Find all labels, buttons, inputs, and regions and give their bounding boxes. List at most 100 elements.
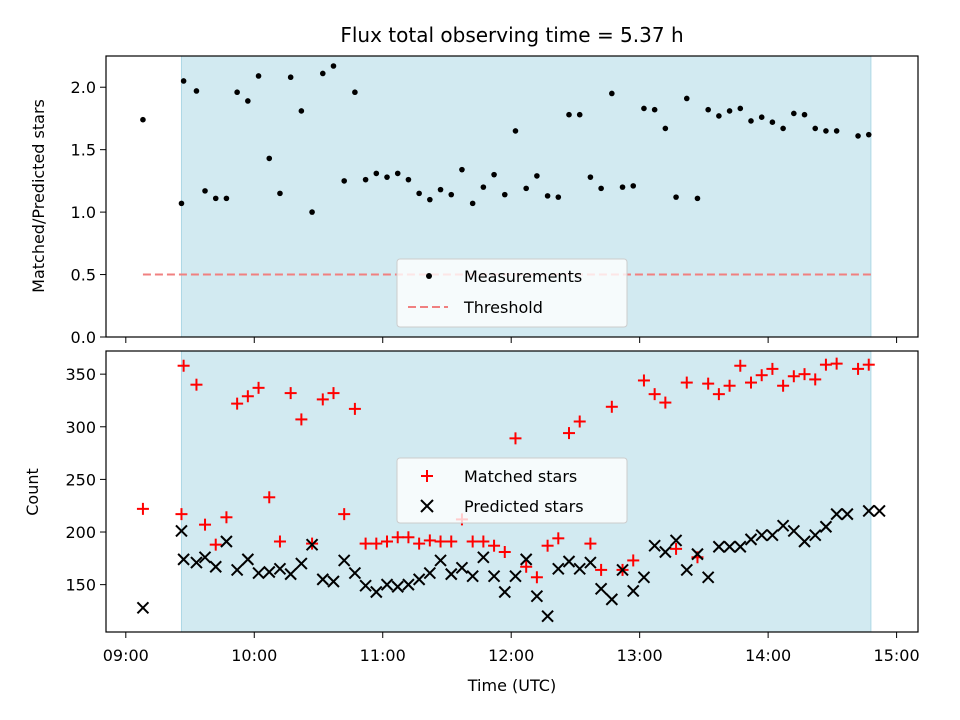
measurement-point bbox=[523, 185, 529, 192]
predicted-star-point bbox=[648, 539, 661, 552]
matched-star-point bbox=[402, 531, 415, 544]
matched-star-point bbox=[136, 502, 149, 515]
predicted-star-point bbox=[873, 504, 886, 518]
matched-star-point bbox=[830, 357, 843, 370]
measurement-point bbox=[683, 95, 690, 102]
measurement-point bbox=[193, 88, 200, 94]
matched-star-point bbox=[263, 491, 276, 504]
matched-star-point bbox=[220, 511, 233, 524]
measurement-point bbox=[865, 131, 872, 138]
predicted-star-point bbox=[798, 535, 811, 548]
measurement-point bbox=[373, 170, 380, 177]
matched-star-point bbox=[563, 427, 576, 440]
predicted-star-point bbox=[209, 560, 222, 573]
predicted-star-point bbox=[766, 528, 779, 542]
predicted-star-point bbox=[627, 584, 640, 598]
matched-star-point bbox=[231, 397, 244, 410]
predicted-star-point bbox=[175, 524, 188, 538]
bottom-panel: 150 200 250 300 350 09:00 10:00 11:00 12:00 13:0… bbox=[23, 350, 920, 695]
matched-star-point bbox=[819, 358, 832, 371]
measurement-point bbox=[266, 155, 273, 162]
matched-star-point bbox=[852, 362, 865, 375]
predicted-star-point bbox=[380, 578, 394, 591]
matched-star-point bbox=[209, 538, 222, 551]
predicted-star-point bbox=[862, 504, 875, 518]
predicted-star-point bbox=[477, 551, 490, 564]
legend-measurements-label: Measurements bbox=[464, 267, 582, 286]
y-tick-label: 150 bbox=[65, 576, 96, 595]
predicted-star-point bbox=[509, 570, 522, 583]
measurement-point bbox=[245, 98, 251, 104]
measurement-point bbox=[651, 106, 658, 113]
y-tick-label: 1.5 bbox=[71, 141, 96, 160]
matched-star-point bbox=[787, 370, 800, 383]
x-axis-label: Time (UTC) bbox=[467, 676, 556, 695]
measurement-point bbox=[341, 178, 347, 184]
predicted-star-point bbox=[359, 579, 372, 592]
predicted-star-point bbox=[348, 566, 362, 580]
predicted-star-point bbox=[263, 565, 276, 579]
measurement-point bbox=[437, 186, 444, 193]
predicted-star-point bbox=[830, 507, 843, 521]
matched-star-point bbox=[177, 359, 190, 372]
measurement-point bbox=[780, 125, 786, 132]
measurement-point bbox=[384, 174, 390, 180]
matched-star-point bbox=[712, 388, 725, 401]
measurement-point bbox=[534, 173, 540, 179]
measurement-point bbox=[330, 63, 337, 69]
matched-star-point bbox=[659, 396, 672, 409]
measurement-point bbox=[394, 170, 401, 177]
top-legend: Measurements Threshold bbox=[396, 258, 628, 328]
measurement-point bbox=[769, 119, 776, 125]
measurement-point bbox=[823, 128, 829, 134]
x-tick-label: 11:00 bbox=[360, 646, 406, 665]
matched-star-point bbox=[359, 537, 372, 550]
measurement-point bbox=[287, 74, 294, 81]
measurement-point bbox=[255, 73, 262, 79]
measurement-point bbox=[178, 200, 185, 207]
top-legend-box bbox=[396, 258, 628, 328]
matched-star-point bbox=[316, 393, 329, 406]
measurement-point bbox=[587, 174, 594, 180]
predicted-star-point bbox=[755, 528, 768, 542]
matched-star-point bbox=[488, 539, 501, 552]
matched-star-point bbox=[175, 508, 188, 521]
predicted-star-point bbox=[552, 562, 565, 576]
x-tick-label: 14:00 bbox=[745, 646, 791, 665]
matched-star-point bbox=[552, 532, 565, 545]
measurement-point bbox=[576, 111, 583, 118]
matched-star-point bbox=[680, 376, 693, 389]
predicted-star-point bbox=[241, 553, 255, 566]
measurement-point bbox=[448, 191, 455, 198]
matched-star-point bbox=[284, 387, 297, 400]
predicted-star-point bbox=[594, 582, 608, 596]
matched-star-point bbox=[509, 432, 522, 445]
matched-star-point bbox=[338, 508, 351, 521]
y-tick-label: 2.0 bbox=[71, 78, 96, 97]
y-tick-label: 0.5 bbox=[71, 266, 96, 285]
measurement-point bbox=[609, 90, 615, 97]
measurement-point bbox=[469, 200, 476, 207]
matched-star-point bbox=[370, 537, 383, 550]
predicted-star-point bbox=[701, 571, 715, 584]
measurement-point bbox=[309, 209, 315, 215]
matched-star-point bbox=[530, 571, 543, 584]
predicted-star-point bbox=[498, 585, 511, 599]
matched-star-point bbox=[584, 537, 597, 550]
legend-predicted-marker bbox=[420, 499, 434, 513]
predicted-star-point bbox=[316, 573, 329, 586]
matched-star-point bbox=[755, 369, 768, 382]
predicted-star-point bbox=[841, 507, 854, 521]
predicted-star-point bbox=[295, 557, 308, 570]
measurement-point bbox=[459, 166, 465, 173]
bottom-panel-frame bbox=[105, 350, 919, 633]
matched-star-point bbox=[273, 535, 286, 548]
measurement-point bbox=[791, 110, 797, 117]
top-panel-frame bbox=[105, 55, 919, 338]
predicted-star-point bbox=[776, 519, 790, 532]
measurement-point bbox=[705, 106, 711, 113]
matched-star-point bbox=[862, 358, 875, 371]
predicted-star-point bbox=[190, 556, 203, 569]
measurement-point bbox=[812, 125, 819, 132]
